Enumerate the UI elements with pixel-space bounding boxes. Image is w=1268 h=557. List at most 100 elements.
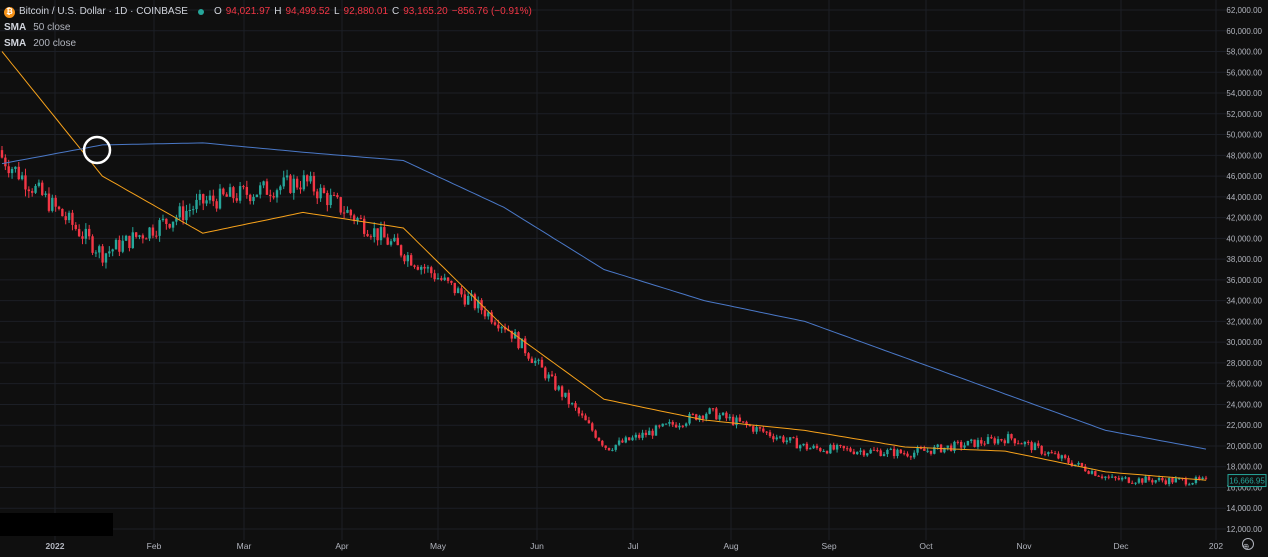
candle-body: [205, 200, 208, 204]
candle-body: [886, 449, 889, 455]
candle-body: [550, 374, 554, 377]
candle-body: [1077, 462, 1080, 465]
candle-body: [319, 187, 322, 199]
candle-body: [44, 193, 47, 195]
candle-body: [379, 227, 383, 241]
candle-body: [242, 186, 245, 188]
candle-body: [560, 386, 564, 397]
candle-body: [634, 434, 638, 438]
indicator-sma-200[interactable]: SMA 200 close: [4, 36, 532, 52]
candle-body: [309, 175, 312, 182]
time-tick-label: Aug: [723, 541, 738, 551]
candle-body: [423, 266, 426, 269]
candle-body: [14, 166, 17, 169]
candle-body: [980, 440, 983, 444]
sma-lines: [1, 51, 1207, 481]
candle-body: [1117, 478, 1121, 480]
time-axis[interactable]: 2022 Feb Mar Apr May Jun Jul Aug Sep Oct Nov Dec 202…: [46, 541, 1250, 551]
candle-body: [265, 181, 269, 195]
ohlc-high: 94,499.52: [285, 6, 330, 17]
symbol-title[interactable]: Bitcoin / U.S. Dollar · 1D · COINBASE: [19, 6, 188, 17]
candle-body: [336, 195, 339, 198]
candle-body: [409, 255, 413, 266]
candle-body: [279, 186, 282, 191]
candle-body: [1120, 477, 1124, 480]
candle-body: [1177, 478, 1181, 480]
candle-body: [272, 196, 275, 198]
candle-body: [359, 218, 363, 220]
candle-body: [842, 445, 845, 449]
market-status-icon: [197, 9, 204, 15]
candle-body: [1057, 453, 1060, 459]
candle-body: [534, 360, 537, 363]
candle-body: [869, 449, 872, 454]
candle-body: [896, 449, 899, 457]
candle-body: [530, 358, 534, 363]
candle-body: [295, 178, 299, 188]
candle-body: [285, 175, 289, 178]
candle-body: [420, 266, 423, 270]
gear-icon[interactable]: [1242, 538, 1254, 550]
candle-body: [51, 197, 54, 211]
candle-body: [1053, 453, 1057, 455]
candle-body: [681, 425, 685, 427]
candle-body: [819, 448, 822, 452]
candle-body: [1127, 477, 1131, 483]
candle-body: [104, 253, 108, 263]
time-tick-label: Jul: [628, 541, 639, 551]
candle-body: [218, 188, 222, 209]
candle-body: [792, 437, 795, 439]
candle-body: [822, 451, 825, 453]
candle-body: [1157, 478, 1161, 481]
time-tick-label: Jun: [530, 541, 544, 551]
candle-body: [1037, 443, 1040, 446]
time-tick-label: May: [430, 541, 447, 551]
candle-body: [158, 220, 161, 236]
candle-body: [564, 392, 567, 397]
candle-body: [74, 224, 77, 229]
candle-body: [1131, 482, 1134, 484]
ohlc-low-label: L: [333, 6, 340, 17]
candle-body: [825, 451, 829, 454]
candle-body: [698, 415, 701, 420]
candle-body: [1013, 438, 1017, 444]
candle-body: [366, 233, 369, 237]
current-price-label: 16,666.95: [1229, 477, 1265, 486]
candle-body: [47, 193, 51, 211]
candle-body: [520, 338, 524, 349]
candle-body: [1097, 475, 1100, 477]
candle-body: [544, 367, 547, 379]
candle-body: [1124, 477, 1127, 479]
candle-body: [735, 417, 738, 426]
price-axis[interactable]: 62,000.00 60,000.00 58,000.00 56,000.00 54,0…: [1226, 6, 1267, 534]
candle-body: [41, 182, 44, 195]
indicator-name: SMA: [4, 22, 27, 33]
time-tick-label: Mar: [237, 541, 252, 551]
time-tick-label: 202: [1209, 541, 1223, 551]
time-tick-label: Oct: [919, 541, 933, 551]
candle-body: [349, 209, 352, 216]
candle-body: [537, 359, 540, 361]
candle-body: [302, 175, 306, 190]
candle-body: [906, 453, 909, 457]
candle-body: [812, 445, 815, 449]
candle-body: [430, 267, 433, 274]
price-tick-label: 36,000.00: [1226, 276, 1262, 285]
candle-body: [919, 448, 923, 450]
price-tick-label: 30,000.00: [1226, 338, 1262, 347]
candle-body: [674, 424, 678, 428]
candle-body: [721, 412, 725, 416]
candle-body: [37, 182, 41, 186]
candle-body: [1174, 478, 1178, 483]
candle-body: [259, 185, 262, 195]
candle-body: [487, 312, 490, 317]
candle-body: [574, 403, 577, 408]
symbol-row[interactable]: ₿ Bitcoin / U.S. Dollar · 1D · COINBASE …: [4, 4, 532, 20]
candle-body: [879, 450, 882, 457]
candle-body: [443, 277, 446, 280]
indicator-sma-50[interactable]: SMA 50 close: [4, 20, 532, 36]
candle-body: [483, 310, 487, 317]
candle-body: [305, 175, 309, 182]
